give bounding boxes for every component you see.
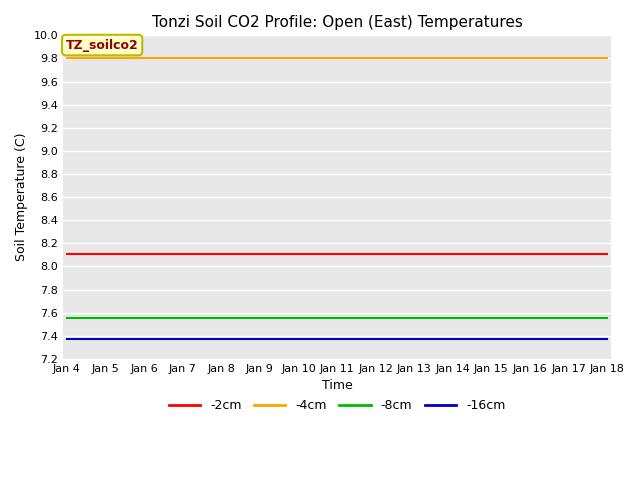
X-axis label: Time: Time bbox=[322, 379, 353, 392]
Title: Tonzi Soil CO2 Profile: Open (East) Temperatures: Tonzi Soil CO2 Profile: Open (East) Temp… bbox=[152, 15, 522, 30]
Text: TZ_soilco2: TZ_soilco2 bbox=[66, 38, 138, 51]
Legend: -2cm, -4cm, -8cm, -16cm: -2cm, -4cm, -8cm, -16cm bbox=[164, 395, 510, 418]
Y-axis label: Soil Temperature (C): Soil Temperature (C) bbox=[15, 133, 28, 262]
